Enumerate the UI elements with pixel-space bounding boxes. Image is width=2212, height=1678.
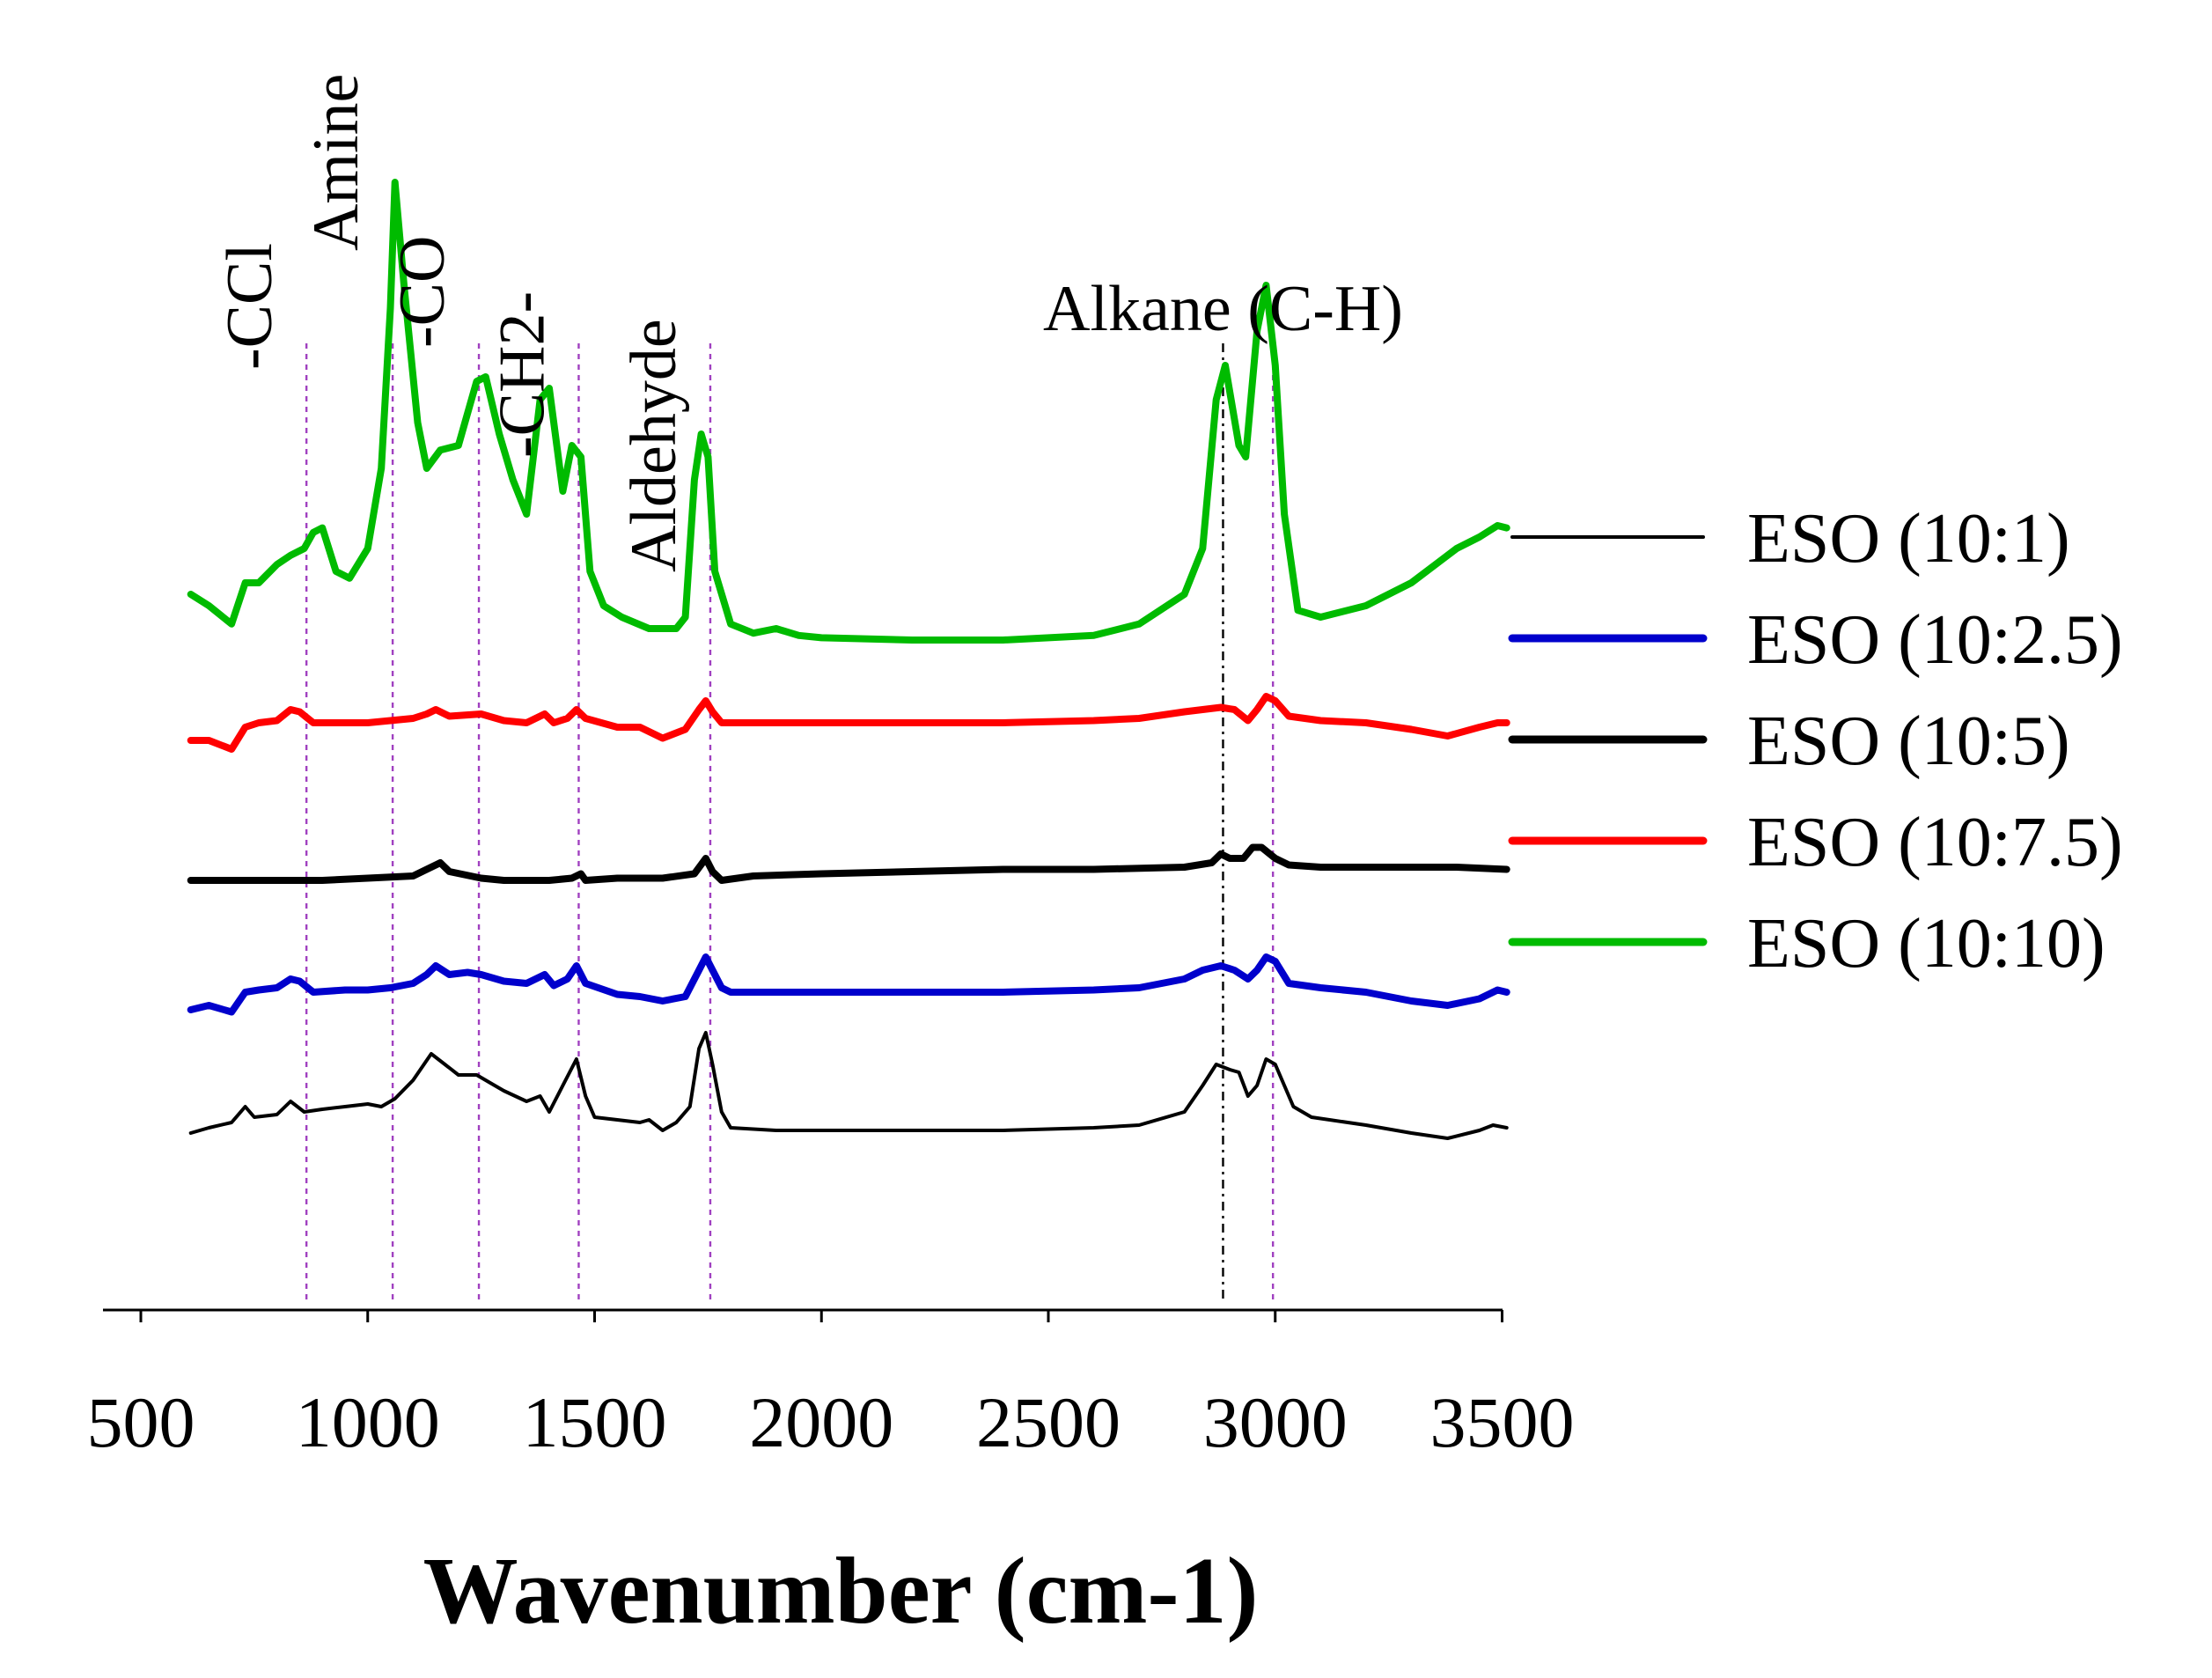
x-tick-label-6: 3500 xyxy=(1430,1382,1575,1462)
x-tick-label-1: 1000 xyxy=(296,1382,440,1462)
annotation-label-1: Amine xyxy=(300,74,372,251)
legend-label-0: ESO (10:1) xyxy=(1747,500,2070,578)
annotation-label-5: Alkane (C-H) xyxy=(1043,273,1403,345)
legend: ESO (10:1) ESO (10:2.5) ESO (10:5) ESO (10:… xyxy=(1508,500,2123,983)
legend-label-3: ESO (10:7.5) xyxy=(1747,804,2123,881)
series-line-4 xyxy=(187,179,1510,644)
x-tick-label-5: 3000 xyxy=(1203,1382,1348,1462)
annotation-lines xyxy=(305,343,1275,1301)
annotation-label-4: Aldehyde xyxy=(618,319,690,572)
annotation-label-3: -CH2- xyxy=(486,291,558,458)
series-line-0 xyxy=(188,1031,1509,1140)
series-line-1 xyxy=(187,953,1510,1016)
annotation-label-2: -CO xyxy=(386,236,459,348)
x-tick-label-3: 2000 xyxy=(749,1382,893,1462)
series-line-3 xyxy=(187,693,1510,753)
x-tick-label-4: 2500 xyxy=(976,1382,1121,1462)
series-line-2 xyxy=(187,843,1510,884)
x-tick-label-2: 1500 xyxy=(523,1382,667,1462)
legend-label-2: ESO (10:5) xyxy=(1747,703,2070,780)
series-layer xyxy=(187,179,1510,1140)
x-tick-label-0: 500 xyxy=(87,1382,195,1462)
annotation-label-0: -CCl xyxy=(214,243,286,370)
x-axis-title: Wavenumber (cm-1) xyxy=(423,1539,1259,1644)
legend-label-4: ESO (10:10) xyxy=(1747,905,2105,983)
x-axis: 500 1000 1500 2000 2500 3000 3500 xyxy=(87,1308,1575,1462)
legend-label-1: ESO (10:2.5) xyxy=(1747,601,2123,679)
